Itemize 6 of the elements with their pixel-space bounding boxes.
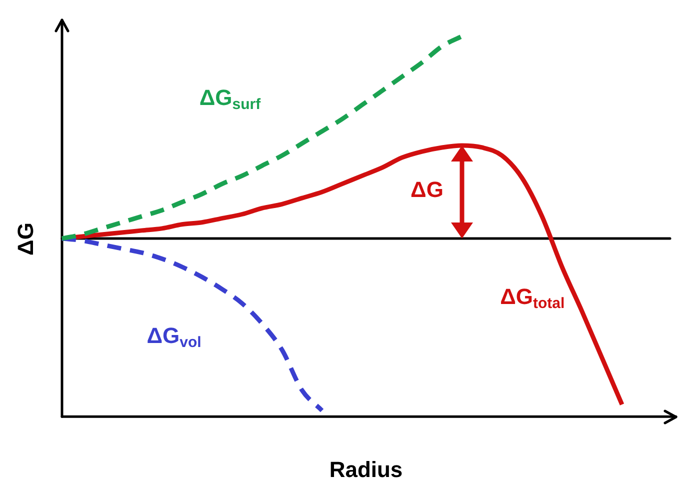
annotation: ΔG [410,176,444,203]
text: ΔG$_{surf}$ [199,85,261,114]
x-axis-title: Radius [329,457,403,483]
series-label: ΔG$_{total}$ [500,284,565,312]
series-label: ΔG$_{vol}$ [146,323,202,352]
y-axis-title: ΔG [13,222,39,255]
